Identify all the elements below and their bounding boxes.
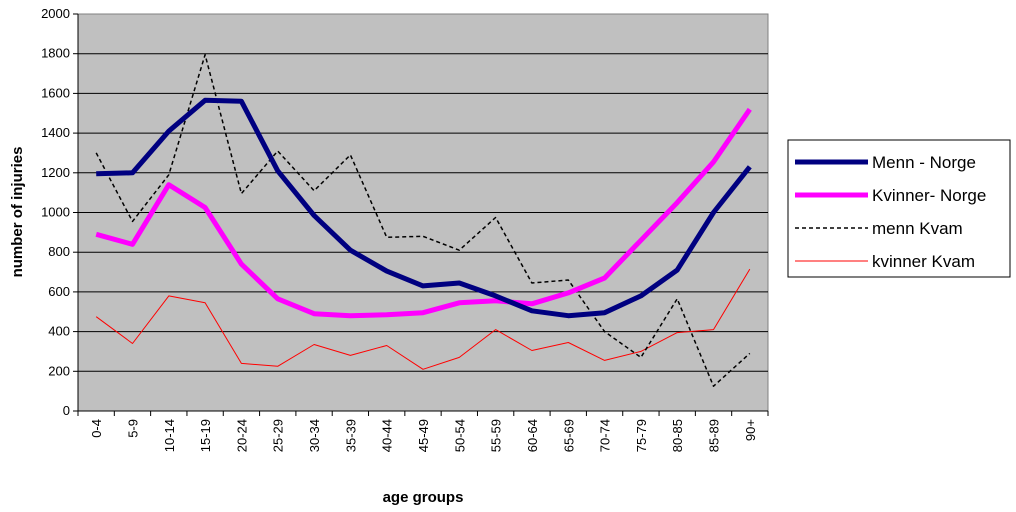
- legend-label: kvinner Kvam: [872, 252, 975, 271]
- series-line-1: [96, 97, 752, 319]
- x-tick-label: 50-54: [452, 419, 467, 452]
- x-tick-label: 30-34: [307, 419, 322, 452]
- x-tick-label: 0-4: [89, 419, 104, 438]
- y-tick-label: 1800: [41, 46, 70, 61]
- y-tick-label: 400: [48, 324, 70, 339]
- x-tick-label: 35-39: [343, 419, 358, 452]
- legend-label: Menn - Norge: [872, 153, 976, 172]
- x-tick-label: 25-29: [271, 419, 286, 452]
- series-layer: [95, 53, 752, 387]
- y-tick-label: 0: [63, 403, 70, 418]
- x-tick-label: 70-74: [598, 419, 613, 452]
- x-tick-label: 10-14: [162, 419, 177, 452]
- x-tick-label: 85-89: [707, 419, 722, 452]
- x-tick-label: 90+: [743, 419, 758, 441]
- x-tick-label: 40-44: [380, 419, 395, 452]
- x-tick-label: 60-64: [525, 419, 540, 452]
- legend-label: menn Kvam: [872, 219, 963, 238]
- gridlines: [78, 53, 768, 372]
- y-tick-label: 800: [48, 244, 70, 259]
- y-tick-label: 1400: [41, 125, 70, 140]
- legend: Menn - Norge Kvinner- Norge menn Kvam kvinn…: [787, 139, 1011, 278]
- x-tick-label: 55-59: [489, 419, 504, 452]
- x-tick-label: 65-69: [561, 419, 576, 452]
- x-tick-label: 80-85: [670, 419, 685, 452]
- y-tick-label: 1200: [41, 165, 70, 180]
- x-axis-title: age groups: [383, 489, 464, 506]
- x-tick-label: 20-24: [234, 419, 249, 452]
- y-tick-label: 2000: [41, 6, 70, 21]
- y-tick-label: 600: [48, 284, 70, 299]
- x-tick-label: 75-79: [634, 419, 649, 452]
- y-tick-label: 1600: [41, 85, 70, 100]
- x-tick-label: 15-19: [198, 419, 213, 452]
- y-axis: 0 200 400 600 800 1000 1200 1400 1600 1800 2000: [41, 6, 79, 418]
- x-axis: 0-4 5-9 10-14 15-19 20-24 25-29 30-34 35-39 40-4…: [77, 410, 769, 452]
- series-line-2: [95, 107, 752, 319]
- legend-label: Kvinner- Norge: [872, 186, 986, 205]
- series-line-4: [95, 268, 751, 370]
- y-axis-title: number of injuries: [9, 147, 26, 278]
- y-tick-label: 1000: [41, 205, 70, 220]
- x-tick-label: 5-9: [125, 419, 140, 438]
- x-tick-label: 45-49: [416, 419, 431, 452]
- series-line-3: [95, 53, 751, 387]
- y-tick-label: 200: [48, 363, 70, 378]
